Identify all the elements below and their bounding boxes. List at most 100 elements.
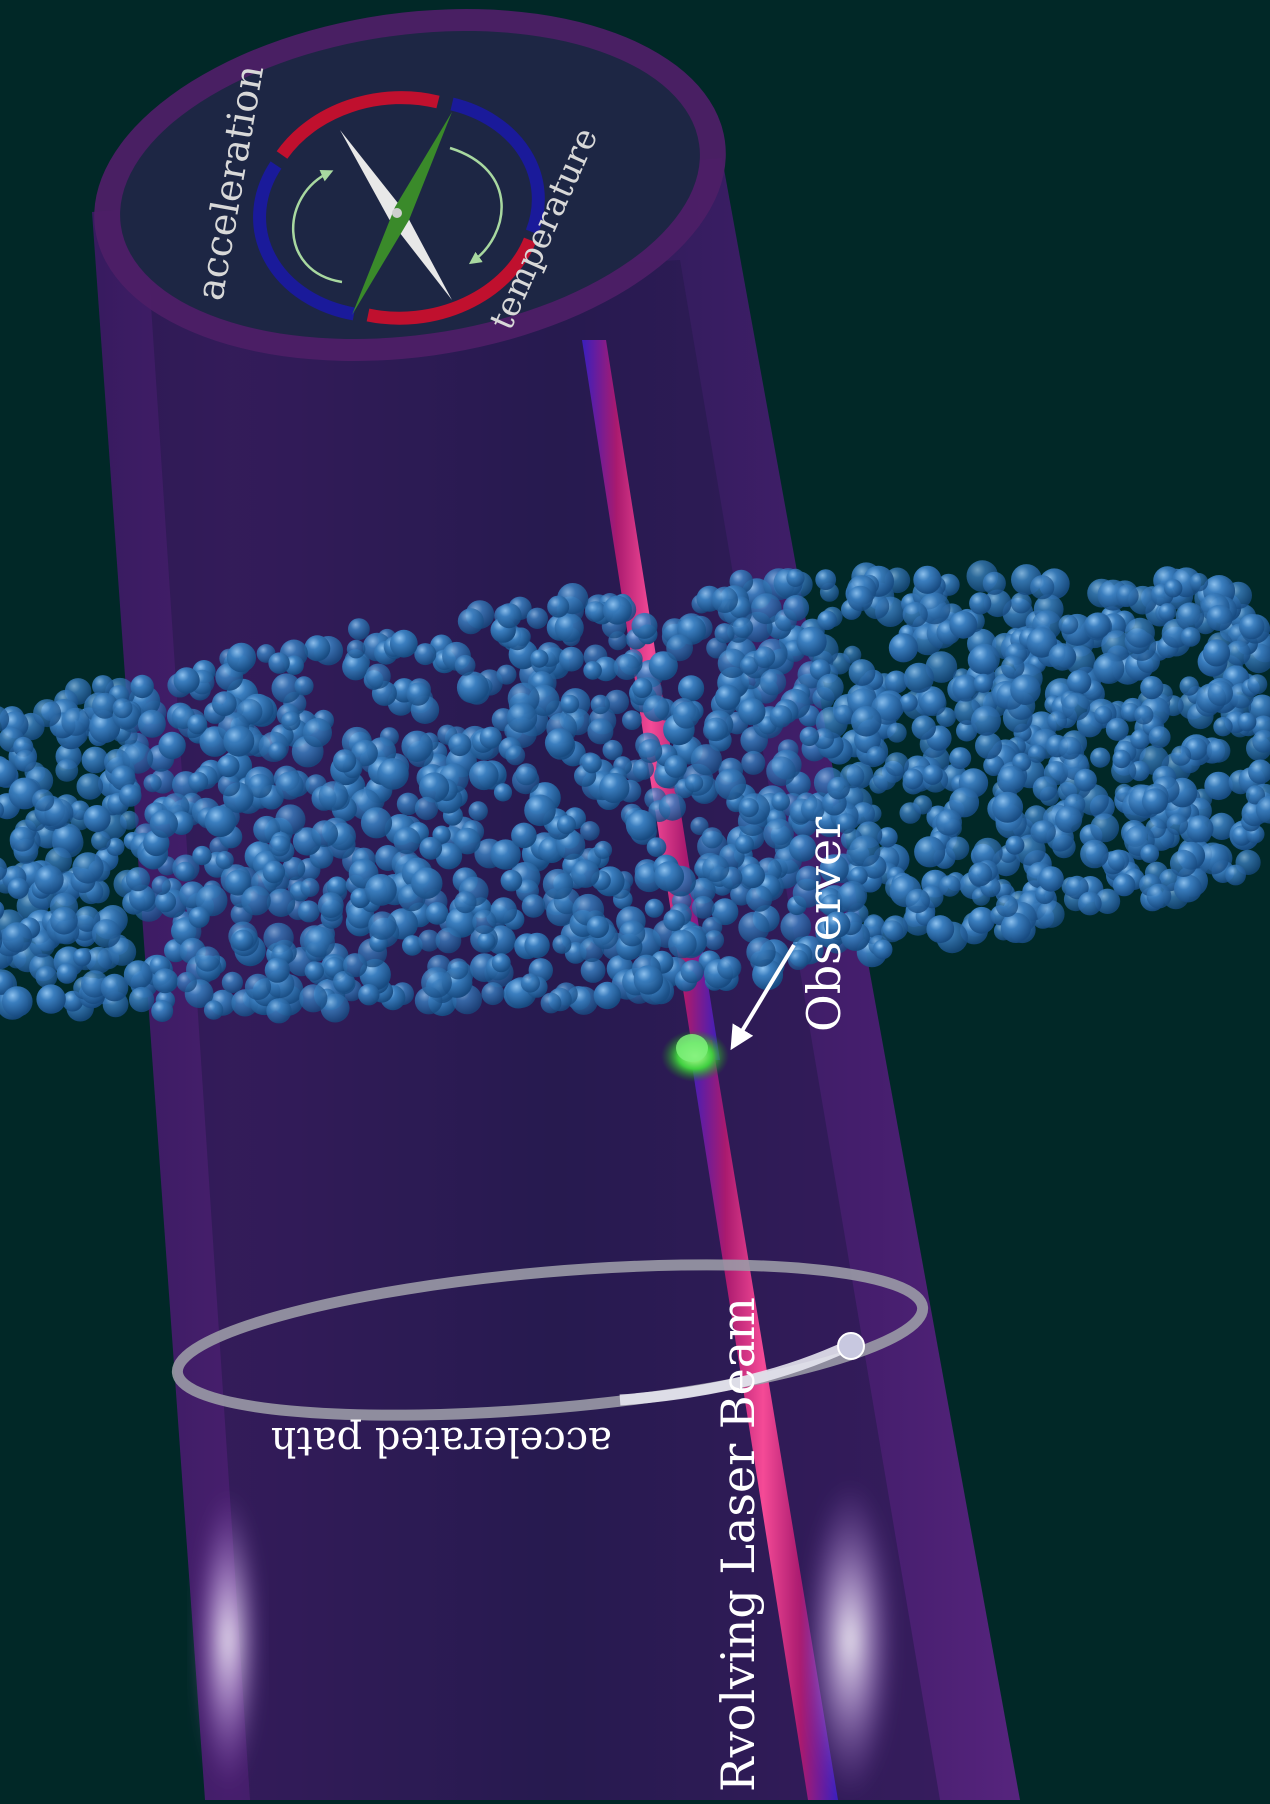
atom (35, 865, 64, 894)
atom (281, 711, 300, 730)
atom (33, 699, 61, 727)
atom (968, 862, 992, 886)
accelerated-path-label: accelerated path (271, 1418, 612, 1464)
atom (158, 732, 185, 759)
atom (406, 682, 429, 705)
atom (571, 860, 599, 888)
atom (304, 635, 330, 661)
atom (783, 595, 809, 621)
atom (849, 835, 880, 866)
atom (299, 984, 327, 1012)
atom (84, 805, 111, 832)
atom (1239, 614, 1264, 639)
atom (494, 783, 512, 801)
atom (827, 777, 850, 800)
atom (1176, 602, 1204, 630)
atom (561, 695, 580, 714)
atom (815, 569, 836, 590)
atom (971, 706, 1001, 736)
atom (232, 930, 253, 951)
atom (702, 827, 723, 848)
atom (152, 876, 171, 895)
atom (913, 566, 941, 594)
atom (906, 889, 930, 913)
atom (515, 763, 537, 785)
atom (138, 710, 166, 738)
atom (903, 769, 924, 790)
glow-left (194, 1490, 262, 1790)
atom (153, 968, 178, 993)
atom (263, 861, 285, 883)
atom (594, 982, 621, 1009)
atom (187, 714, 207, 734)
atom (57, 963, 78, 984)
observer-core (676, 1034, 708, 1062)
atom (848, 586, 873, 611)
atom (1147, 884, 1172, 909)
atom (1062, 693, 1090, 721)
atom (1238, 713, 1257, 732)
atom (673, 702, 700, 729)
atom (265, 958, 290, 983)
atom (704, 930, 724, 950)
atom (1058, 737, 1081, 760)
atom (524, 933, 549, 958)
atom (497, 665, 517, 685)
atom (867, 746, 886, 765)
atom (969, 592, 991, 614)
atom (1085, 613, 1111, 639)
atom (530, 650, 548, 668)
atom (1094, 706, 1112, 724)
atom (1011, 592, 1032, 613)
atom (1090, 813, 1119, 842)
atom (212, 691, 237, 716)
atom (300, 878, 319, 897)
atom (1038, 866, 1063, 891)
atom (599, 773, 629, 803)
atom (1116, 584, 1139, 607)
atom (834, 705, 853, 724)
atom (248, 774, 272, 798)
atom (1181, 627, 1201, 647)
atom (32, 789, 54, 811)
atom (996, 895, 1018, 917)
atom (541, 993, 562, 1014)
atom (921, 690, 947, 716)
observer-label: Observer (797, 817, 851, 1032)
atom (72, 852, 103, 883)
atom (1203, 639, 1230, 666)
atom (939, 875, 961, 897)
atom (1164, 579, 1182, 597)
atom (1010, 674, 1041, 705)
atom (119, 784, 142, 807)
atom (740, 864, 765, 889)
atom (1190, 573, 1208, 591)
atom (949, 611, 977, 639)
atom (448, 733, 471, 756)
atom (227, 643, 256, 672)
atom (294, 676, 313, 695)
atom (913, 795, 932, 814)
atom (477, 932, 495, 950)
atom (889, 633, 918, 662)
atom (457, 672, 489, 704)
atom (2, 986, 33, 1017)
glow-right (804, 1480, 896, 1800)
atom (319, 781, 349, 811)
atom (702, 855, 729, 882)
atom (1204, 772, 1232, 800)
atom (497, 603, 522, 628)
atom (304, 927, 335, 958)
atom (73, 948, 91, 966)
atom (241, 886, 271, 916)
atom (101, 974, 129, 1002)
atom (1174, 875, 1202, 903)
atom (760, 669, 786, 695)
atom (1180, 676, 1199, 695)
atom (527, 608, 548, 629)
atom (218, 774, 240, 796)
atom (587, 718, 613, 744)
atom (50, 907, 78, 935)
